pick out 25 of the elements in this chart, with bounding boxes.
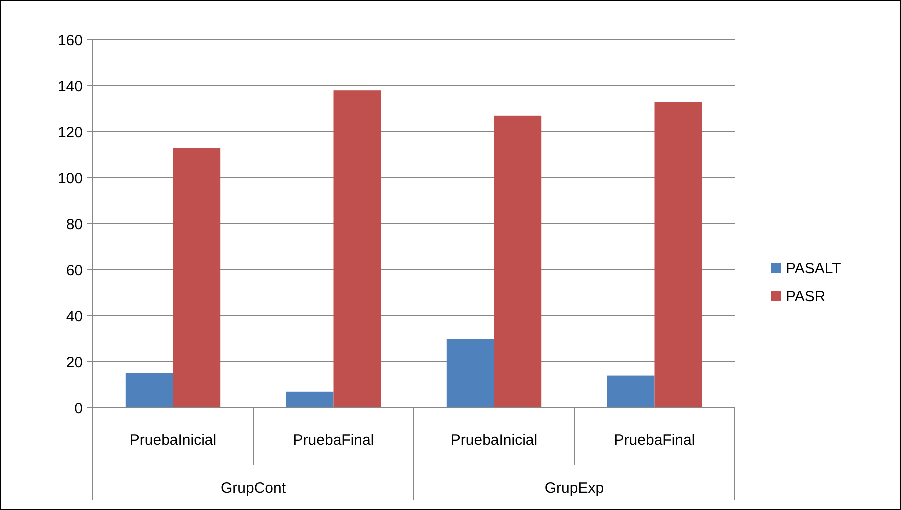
y-tick-label: 100 [58,170,83,188]
y-tick-label: 120 [58,124,83,142]
y-tick-label: 160 [58,32,83,50]
bar [654,102,702,408]
y-tick-label: 140 [58,78,83,96]
y-tick-label: 0 [74,400,83,418]
y-tick-label: 60 [66,262,83,280]
bar [334,90,382,408]
bar [173,148,221,408]
y-tick-label: 80 [66,216,83,234]
bar [126,374,174,408]
y-tick-label: 40 [66,308,83,326]
x-tick-label: PruebaInicial [130,432,217,449]
bar [494,116,542,408]
bar [446,339,494,408]
bar [286,392,334,408]
x-tick-label: PruebaFinal [614,432,696,449]
y-tick-label: 20 [66,354,83,372]
x-tick-label: PruebaFinal [293,432,374,449]
x-tick-label: PruebaInicial [450,432,538,449]
text: GrupCont [220,480,287,497]
legend-label: PASALT [786,260,842,278]
bar [607,376,655,408]
text: GrupExp [544,480,604,497]
legend-label: PASR [786,288,826,306]
